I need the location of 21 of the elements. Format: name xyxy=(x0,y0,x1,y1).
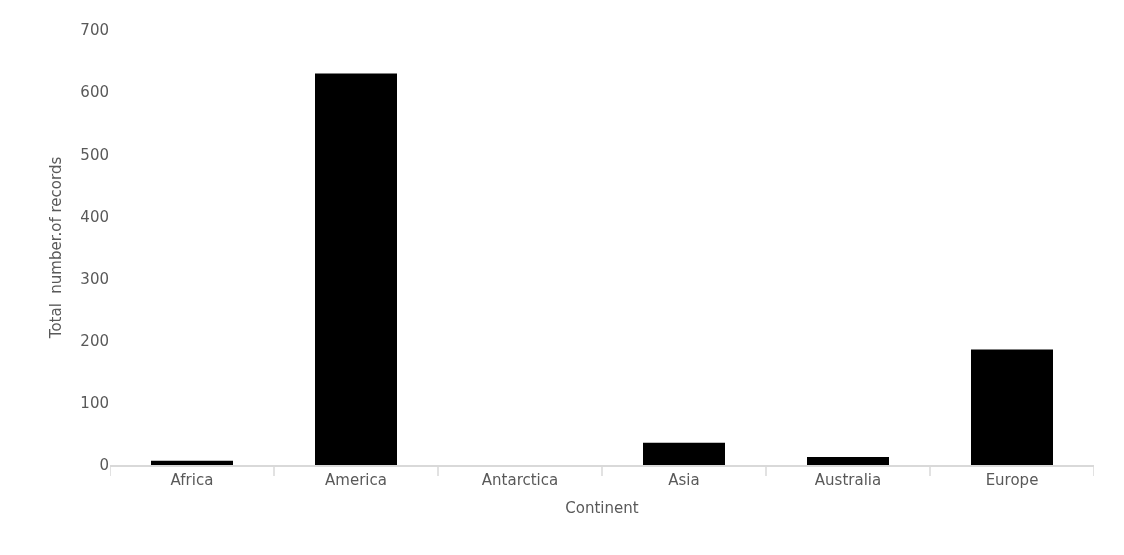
y-axis-title: Total number.of records xyxy=(46,156,65,340)
y-tick-label: 0 xyxy=(99,456,109,475)
y-tick-label: 600 xyxy=(80,83,109,102)
x-tick-label: Australia xyxy=(814,470,882,489)
x-tick-label: Europe xyxy=(985,470,1039,489)
x-tick-label: Asia xyxy=(668,470,700,489)
bar xyxy=(315,73,397,465)
y-tick-label: 100 xyxy=(80,394,109,413)
y-tick-label: 500 xyxy=(80,145,109,164)
bar xyxy=(807,456,889,465)
x-tick-label: Africa xyxy=(170,470,214,489)
y-tick-label: 200 xyxy=(80,331,109,350)
bar xyxy=(151,460,233,465)
x-tick-label: Antarctica xyxy=(481,470,559,489)
y-tick-label: 700 xyxy=(80,21,109,40)
x-axis-title: Continent xyxy=(565,499,639,518)
bar xyxy=(643,442,725,465)
y-tick-label: 400 xyxy=(80,207,109,226)
y-tick-label: 300 xyxy=(80,269,109,288)
x-tick-label: America xyxy=(325,470,387,489)
bar xyxy=(971,349,1053,465)
